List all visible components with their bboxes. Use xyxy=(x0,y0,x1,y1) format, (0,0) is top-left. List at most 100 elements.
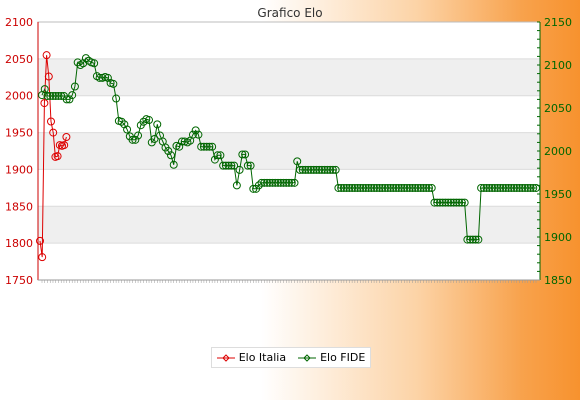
data-point xyxy=(131,135,140,144)
data-point xyxy=(164,147,173,155)
data-point xyxy=(375,183,384,192)
data-point xyxy=(381,183,390,192)
data-point xyxy=(306,165,315,174)
data-point xyxy=(378,183,387,192)
data-point xyxy=(331,165,340,174)
data-point xyxy=(386,183,395,192)
grid-band xyxy=(38,132,540,170)
data-point xyxy=(364,183,373,192)
data-point xyxy=(317,165,326,174)
data-point xyxy=(430,198,439,207)
y-axis-left: 1750 1800 1850 1900 1950 2000 2050 2100 xyxy=(5,16,39,287)
data-point xyxy=(337,183,346,192)
data-point xyxy=(488,183,497,192)
data-point xyxy=(298,165,307,174)
data-point xyxy=(243,161,252,170)
data-point xyxy=(235,165,244,174)
data-point xyxy=(139,117,148,126)
series-elo-fide xyxy=(38,54,540,244)
data-point xyxy=(38,253,47,262)
data-point xyxy=(191,126,200,135)
data-point xyxy=(523,183,532,192)
data-point xyxy=(455,198,464,207)
data-point xyxy=(128,135,137,144)
data-point xyxy=(504,183,513,192)
data-point xyxy=(422,183,431,192)
series-layer xyxy=(36,51,540,262)
data-point xyxy=(202,142,211,151)
y-right-tick-label: 1950 xyxy=(544,188,572,201)
data-point xyxy=(216,151,225,160)
data-point xyxy=(419,183,428,192)
data-point xyxy=(435,198,444,207)
data-point xyxy=(112,94,121,103)
data-point xyxy=(466,235,475,244)
data-point xyxy=(48,91,57,100)
data-point xyxy=(177,137,186,146)
data-point xyxy=(117,117,126,126)
data-point xyxy=(474,235,483,244)
y-left-tick-label: 2050 xyxy=(5,53,33,66)
data-point xyxy=(389,183,398,192)
data-point xyxy=(290,178,299,187)
data-point xyxy=(70,82,79,91)
y-left-tick-label: 1950 xyxy=(5,127,33,140)
legend-item-italia: Elo Italia xyxy=(216,351,286,364)
data-point xyxy=(392,183,401,192)
data-point xyxy=(433,198,442,207)
legend-marker-italia xyxy=(216,353,235,362)
data-point xyxy=(285,178,293,187)
y-right-tick-label: 2000 xyxy=(544,145,572,158)
data-point xyxy=(134,131,143,140)
data-point xyxy=(199,142,208,151)
data-point xyxy=(301,165,310,174)
data-point xyxy=(515,183,524,192)
data-point xyxy=(60,141,69,150)
data-point xyxy=(383,183,392,192)
data-point xyxy=(40,85,49,94)
data-point xyxy=(263,178,272,187)
data-point xyxy=(166,151,175,160)
data-point xyxy=(227,161,236,170)
data-point xyxy=(438,198,447,207)
data-point xyxy=(315,165,324,174)
data-point xyxy=(444,198,453,207)
data-point xyxy=(224,161,233,170)
data-point xyxy=(356,183,365,192)
data-point xyxy=(328,165,337,174)
data-point xyxy=(353,183,362,192)
data-point xyxy=(348,183,357,192)
data-point xyxy=(312,165,321,174)
data-point xyxy=(81,54,90,63)
data-point xyxy=(490,183,499,192)
data-point xyxy=(510,183,519,192)
legend-label-fide: Elo FIDE xyxy=(320,351,366,364)
data-point xyxy=(334,183,343,192)
data-point xyxy=(526,183,535,192)
data-point xyxy=(295,165,304,174)
data-point xyxy=(350,183,359,192)
data-point xyxy=(276,178,285,187)
data-point xyxy=(424,183,433,192)
y-left-tick-label: 1800 xyxy=(5,237,33,250)
data-point xyxy=(54,91,63,100)
data-point xyxy=(232,181,241,190)
data-point xyxy=(482,183,491,192)
chart-title: Grafico Elo xyxy=(257,6,322,20)
data-point xyxy=(427,183,436,192)
data-point xyxy=(271,178,280,187)
data-point xyxy=(230,161,239,170)
legend: Elo Italia Elo FIDE xyxy=(211,347,371,368)
data-point xyxy=(197,142,206,151)
data-point xyxy=(309,165,318,174)
series-elo-italia xyxy=(36,51,71,262)
data-point xyxy=(265,178,274,187)
y-left-tick-label: 1900 xyxy=(5,163,33,176)
data-point xyxy=(62,132,71,141)
data-point xyxy=(188,130,197,139)
data-point xyxy=(512,183,521,192)
legend-marker-fide xyxy=(298,353,317,362)
data-point xyxy=(43,91,52,100)
data-point xyxy=(463,235,472,244)
